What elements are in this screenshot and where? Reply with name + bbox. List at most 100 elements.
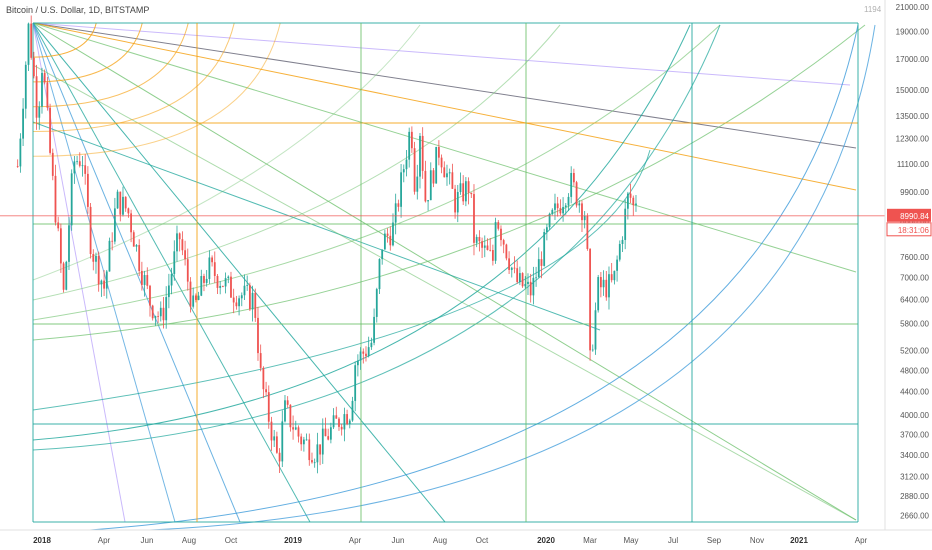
candle-body (184, 250, 186, 260)
countdown-value: 18:31:06 (898, 226, 930, 235)
price-tick-label: 2660.00 (900, 512, 929, 521)
candle-body (427, 200, 429, 202)
candle-body (305, 439, 308, 441)
candle-body (570, 172, 573, 197)
time-tick-label: 2020 (537, 536, 555, 545)
candle-body (567, 196, 570, 206)
candle-body (73, 161, 76, 174)
candle-body (140, 270, 143, 285)
time-tick-label: 2018 (33, 536, 51, 545)
candle-body (151, 305, 154, 319)
candle-body (221, 285, 224, 287)
candle-body (113, 208, 116, 242)
gann-arc (32, 24, 866, 341)
candle-body (186, 259, 189, 282)
candle-body (130, 213, 132, 233)
candle-body (302, 439, 305, 445)
candle-body (135, 245, 138, 247)
candle-body (410, 131, 413, 149)
candle-body (505, 244, 508, 259)
candle-body (81, 165, 84, 167)
candle-body (597, 277, 600, 311)
candle-body (154, 316, 157, 319)
candle-body (532, 277, 535, 296)
candle-body (238, 298, 240, 307)
candle-body (59, 228, 62, 264)
candle-body (624, 208, 627, 240)
candle-body (170, 273, 173, 286)
candle-body (545, 227, 548, 233)
candle-body (513, 267, 516, 269)
gann-arc (32, 24, 721, 321)
candle-body (467, 181, 470, 193)
fan-line (32, 22, 857, 273)
candle-body (324, 428, 327, 437)
time-tick-label: Apr (855, 536, 868, 545)
candle-body (424, 170, 427, 202)
candle-body (332, 415, 335, 428)
candle-body (559, 208, 562, 214)
candle-body (181, 239, 184, 251)
candle-body (524, 283, 527, 287)
candle-body (197, 295, 200, 300)
candle-body (381, 249, 384, 260)
candle-body (370, 342, 373, 348)
candle-body (216, 275, 219, 288)
candle-body (205, 278, 208, 283)
candle-body (338, 418, 340, 427)
candle-body (54, 175, 57, 223)
candle-body (273, 436, 276, 441)
time-tick-label: Jul (668, 536, 678, 545)
candle-body (356, 360, 359, 366)
candle-body (251, 292, 254, 310)
candle-body (529, 281, 532, 296)
gann-arc (32, 22, 97, 58)
candle-body (443, 167, 446, 178)
candle-body (257, 317, 259, 354)
candle-body (289, 404, 292, 428)
candle-body (51, 152, 54, 176)
candle-body (599, 277, 602, 288)
candle-body (389, 235, 392, 246)
candle-body (348, 420, 351, 425)
candle-body (502, 240, 505, 245)
candle-body (464, 181, 467, 202)
candle-body (32, 57, 35, 77)
candle-body (508, 258, 510, 270)
candle-body (57, 222, 60, 229)
candle-body (319, 444, 321, 455)
candle-body (68, 225, 70, 262)
candle-body (265, 389, 267, 393)
price-tick-label: 5800.00 (900, 320, 929, 329)
gann-arc (32, 24, 421, 281)
candle-body (92, 253, 95, 262)
price-tick-label: 13500.00 (896, 112, 930, 121)
candle-body (213, 262, 216, 276)
price-tick-label: 5200.00 (900, 347, 929, 356)
candle-body (583, 215, 586, 221)
candle-body (262, 367, 265, 390)
candle-body (491, 250, 494, 261)
candle-body (192, 295, 195, 307)
candle-body (400, 172, 402, 207)
candle-body (173, 251, 176, 274)
candle-body (405, 159, 408, 170)
candle-body (497, 222, 500, 229)
candle-body (402, 169, 405, 173)
fan-line (32, 22, 241, 523)
candle-body (605, 279, 608, 298)
candle-body (594, 310, 597, 350)
candle-body (27, 23, 30, 65)
time-tick-label: Oct (476, 536, 489, 545)
candle-body (494, 222, 497, 261)
candle-body (316, 444, 319, 463)
gann-arc (149, 24, 876, 530)
candle-body (581, 203, 583, 221)
fan-line (32, 22, 857, 149)
candle-body (124, 196, 127, 209)
candle-body (243, 285, 246, 296)
candle-body (429, 170, 432, 201)
price-tick-label: 2880.00 (900, 492, 929, 501)
candle-body (351, 400, 354, 421)
